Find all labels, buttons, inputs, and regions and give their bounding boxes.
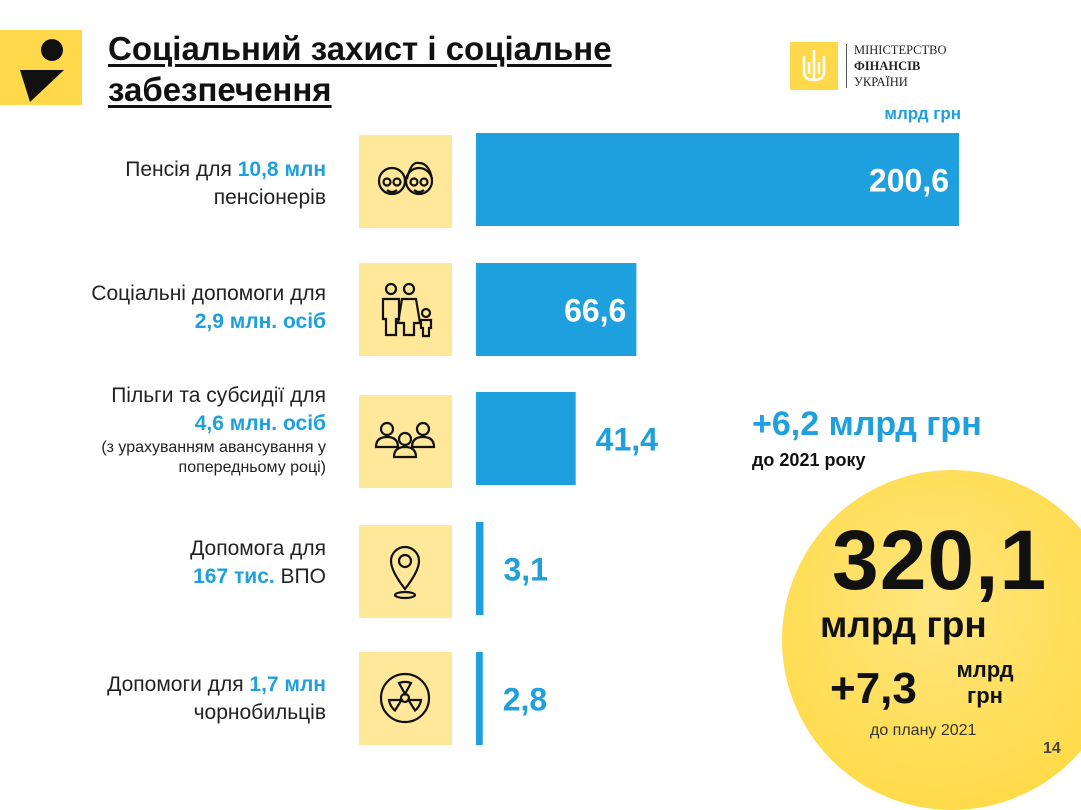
ministry-name-line-3: УКРАЇНИ xyxy=(854,75,908,89)
group-icon xyxy=(374,421,436,459)
trident-icon xyxy=(790,42,838,90)
row-label-highlight: 10,8 млн xyxy=(237,158,326,181)
bar-value-label-1: 66,6 xyxy=(564,293,626,329)
row-label-note-2: попередньому році) xyxy=(178,459,326,476)
bar-value-label-4: 2,8 xyxy=(503,682,547,718)
row-label-highlight: 1,7 млн xyxy=(249,673,326,696)
bar-2 xyxy=(476,392,576,485)
page-title: Соціальний захист і соціальне забезпечен… xyxy=(108,28,748,110)
summary-total: 320,1 xyxy=(832,513,1048,607)
ministry-name-line-2: ФІНАНСІВ xyxy=(854,59,921,73)
summary-plus: +7,3 xyxy=(830,664,917,713)
row-label-note-1: (з урахуванням авансування у xyxy=(101,439,326,456)
delta-callout: +6,2 млрд грн xyxy=(752,405,982,443)
bar-chart: 200,6 66,6 41,4 3,1 2,8 xyxy=(476,133,959,745)
summary-plus-unit-1: млрд xyxy=(956,657,1014,682)
elderly-couple-icon xyxy=(377,161,434,196)
row-label-idp: Допомога для 167 тис. ВПО xyxy=(190,535,326,591)
row-label-pre: Допомога для xyxy=(190,537,326,560)
row-label-pre: Соціальні допомоги для xyxy=(91,282,326,305)
location-pin-icon xyxy=(389,545,421,600)
row-label-post: чорнобильців xyxy=(193,701,326,724)
summary-circle xyxy=(782,470,1081,810)
ministry-name: МІНІСТЕРСТВО ФІНАНСІВ УКРАЇНИ xyxy=(854,42,947,90)
bar-4 xyxy=(476,652,483,745)
ministry-logo: МІНІСТЕРСТВО ФІНАНСІВ УКРАЇНИ xyxy=(790,42,1010,92)
summary-plus-unit-2: грн xyxy=(967,683,1003,708)
summary-plus-note: до плану 2021 xyxy=(870,722,977,739)
ministry-divider xyxy=(846,44,847,88)
bar-value-label-0: 200,6 xyxy=(869,163,949,199)
bar-value-label-3: 3,1 xyxy=(503,552,547,588)
row-icon-box xyxy=(359,525,452,618)
radiation-icon xyxy=(379,672,431,724)
summary-total-unit: млрд грн xyxy=(820,604,987,645)
row-label-highlight: 4,6 млн. осіб xyxy=(194,412,326,435)
bar-value-label-2: 41,4 xyxy=(596,422,658,458)
row-icon-box xyxy=(359,263,452,356)
ministry-name-line-1: МІНІСТЕРСТВО xyxy=(854,43,947,57)
row-label-social-aid: Соціальні допомоги для 2,9 млн. осіб xyxy=(91,280,326,336)
bar-0 xyxy=(476,133,959,226)
row-icon-box xyxy=(359,395,452,488)
bar-3 xyxy=(476,522,484,615)
row-label-post: ВПО xyxy=(274,565,326,588)
unit-label: млрд грн xyxy=(884,104,961,123)
brand-logo xyxy=(0,30,82,105)
row-icon-box xyxy=(359,652,452,745)
page-number: 14 xyxy=(1043,740,1061,757)
row-label-pre: Пенсія для xyxy=(125,158,238,181)
row-label-subsidies: Пільги та субсидії для 4,6 млн. осіб (з … xyxy=(101,382,326,478)
row-label-highlight: 2,9 млн. осіб xyxy=(194,310,326,333)
row-label-post: пенсіонерів xyxy=(213,186,326,209)
title-line-2: забезпечення xyxy=(108,71,332,108)
row-icon-box xyxy=(359,135,452,228)
row-label-highlight: 167 тис. xyxy=(193,565,275,588)
summary-plus-unit: млрд грн xyxy=(940,657,1030,709)
row-label-pre: Допомоги для xyxy=(107,673,250,696)
row-label-pre: Пільги та субсидії для xyxy=(111,384,326,407)
title-line-1: Соціальний захист і соціальне xyxy=(108,30,612,67)
bar-1 xyxy=(476,263,637,356)
family-icon xyxy=(381,282,433,338)
delta-callout-sub: до 2021 року xyxy=(752,450,866,470)
row-label-pension: Пенсія для 10,8 млн пенсіонерів xyxy=(125,156,326,212)
row-label-chernobyl: Допомоги для 1,7 млн чорнобильців xyxy=(107,671,326,727)
